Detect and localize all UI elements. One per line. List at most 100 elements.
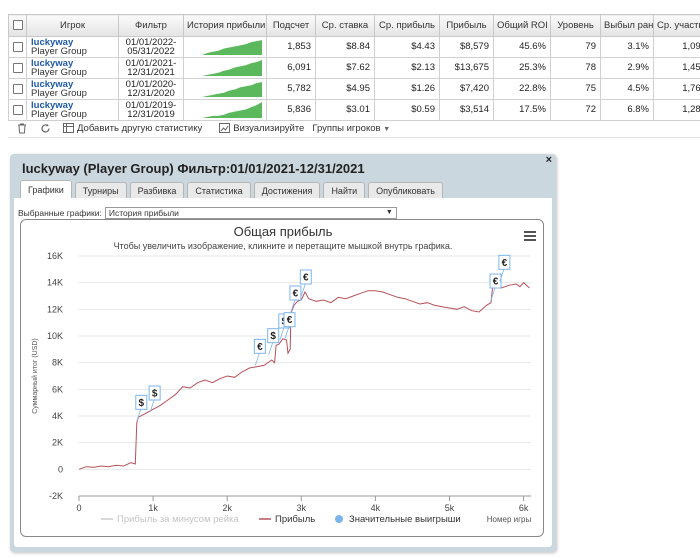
add-stats-button[interactable]: Добавить другую статистику: [77, 123, 203, 134]
big-win-marker[interactable]: €: [283, 312, 296, 339]
avg-profit-cell: $2.13: [374, 57, 440, 79]
player-name-link[interactable]: luckyway: [31, 78, 74, 90]
level-cell: 78: [550, 57, 601, 79]
player-group: Player Group: [31, 109, 87, 120]
trash-icon[interactable]: [16, 123, 28, 135]
player-cell: luckyway Player Group: [26, 36, 119, 58]
window-body: Выбранные графики: История прибыли ▼ Общ…: [14, 198, 552, 547]
svg-text:$: $: [270, 331, 276, 342]
row-checkbox[interactable]: [8, 78, 27, 100]
level-cell: 72: [550, 99, 601, 121]
table-row[interactable]: luckyway Player Group 01/01/2021- 12/31/202…: [8, 57, 700, 79]
chart-select[interactable]: История прибыли ▼: [104, 207, 397, 219]
row-checkbox[interactable]: [8, 57, 27, 79]
legend-item-profit[interactable]: Прибыль: [259, 514, 315, 525]
svg-text:€: €: [303, 273, 309, 284]
filter-cell: 01/01/2020- 12/31/2020: [118, 78, 184, 100]
sparkline-cell: [183, 78, 267, 100]
sparkline-cell: [183, 57, 267, 79]
player-name-link[interactable]: luckyway: [31, 57, 74, 69]
visualize-icon[interactable]: [218, 122, 230, 135]
column-header-profit-history[interactable]: История прибыли: [183, 14, 267, 37]
big-win-marker[interactable]: €: [299, 269, 312, 297]
player-groups-label: Группы игроков: [312, 123, 381, 134]
menu-icon[interactable]: [524, 231, 536, 241]
player-group: Player Group: [31, 46, 87, 57]
column-header-roi[interactable]: Общий ROI: [493, 14, 551, 37]
svg-text:€: €: [493, 277, 499, 288]
column-header-filter[interactable]: Фильтр: [118, 14, 184, 37]
checkbox-icon[interactable]: [12, 83, 23, 94]
profit-series-line[interactable]: [78, 281, 530, 470]
column-header-avg-profit[interactable]: Ср. прибыль: [374, 14, 440, 37]
row-checkbox[interactable]: [8, 99, 27, 121]
table-row[interactable]: luckyway Player Group 01/01/2020- 12/31/202…: [8, 78, 700, 100]
x-tick-label: 1k: [148, 503, 158, 513]
y-tick-label: 16K: [47, 251, 63, 261]
profit-chart[interactable]: Общая прибыль Чтобы увеличить изображение…: [21, 220, 545, 538]
svg-text:€: €: [257, 342, 263, 353]
player-groups-dropdown[interactable]: Группы игроков ▼: [312, 123, 390, 134]
checkbox-icon[interactable]: [12, 104, 23, 115]
column-header-level[interactable]: Уровень: [550, 14, 601, 37]
big-win-marker[interactable]: €: [253, 338, 266, 366]
tab-1[interactable]: Турниры: [74, 182, 127, 199]
player-cell: luckyway Player Group: [26, 57, 119, 79]
row-checkbox[interactable]: [8, 36, 27, 58]
tab-0[interactable]: Графики: [20, 180, 72, 199]
column-header-player[interactable]: Игрок: [26, 14, 119, 37]
chart-subtitle: Чтобы увеличить изображение, кликните и …: [114, 241, 453, 251]
big-win-marker[interactable]: €: [489, 273, 502, 301]
tab-6[interactable]: Опубликовать: [368, 182, 443, 199]
roi-cell: 17.5%: [493, 99, 551, 121]
column-header-early-exit[interactable]: Выбыл ран: [600, 14, 654, 37]
tab-4[interactable]: Достижения: [253, 182, 321, 199]
svg-text:Прибыль за минусом рейка: Прибыль за минусом рейка: [117, 514, 239, 525]
tab-3[interactable]: Статистика: [187, 182, 251, 199]
filter-cell: 01/01/2021- 12/31/2021: [118, 57, 184, 79]
player-cell: luckyway Player Group: [26, 78, 119, 100]
table-row[interactable]: luckyway Player Group 01/01/2022- 05/31/202…: [8, 36, 700, 58]
big-win-marker[interactable]: $: [148, 385, 161, 413]
profit-cell: $3,514: [439, 99, 494, 121]
checkbox-icon[interactable]: [12, 62, 23, 73]
y-tick-label: 8K: [52, 358, 63, 368]
close-icon[interactable]: ×: [545, 154, 552, 166]
column-header-profit[interactable]: Прибыль: [439, 14, 494, 37]
x-tick-label: 4k: [371, 503, 381, 513]
column-header-avg-entrants[interactable]: Ср. участни: [653, 14, 700, 37]
roi-cell: 25.3%: [493, 57, 551, 79]
select-all-checkbox[interactable]: [8, 14, 27, 37]
legend-item-rake[interactable]: Прибыль за минусом рейка: [101, 514, 239, 525]
checkbox-icon[interactable]: [12, 20, 23, 31]
checkbox-icon[interactable]: [12, 41, 23, 52]
early-exit-cell: 2.9%: [600, 57, 654, 79]
chart-container[interactable]: Общая прибыль Чтобы увеличить изображение…: [20, 219, 544, 537]
sparkline-cell: [183, 36, 267, 58]
visualize-button[interactable]: Визуализируйте: [233, 123, 305, 134]
sparkline-area: [202, 40, 262, 55]
player-name-link[interactable]: luckyway: [31, 99, 74, 111]
detail-window: luckyway (Player Group) Фильтр:01/01/202…: [10, 154, 556, 552]
big-win-marker[interactable]: €: [289, 285, 302, 313]
big-win-marker[interactable]: €: [498, 254, 511, 282]
sparkline-cell: [183, 99, 267, 121]
x-tick-label: 3k: [297, 503, 307, 513]
table-row[interactable]: luckyway Player Group 01/01/2019- 12/31/201…: [8, 99, 700, 121]
player-name-link[interactable]: luckyway: [31, 36, 74, 48]
big-win-marker[interactable]: $: [267, 328, 280, 355]
add-stats-icon[interactable]: [62, 122, 74, 135]
avg-stake-cell: $7.62: [315, 57, 375, 79]
column-header-avg-stake[interactable]: Ср. ставка: [315, 14, 375, 37]
y-tick-label: -2K: [49, 491, 63, 501]
tab-5[interactable]: Найти: [323, 182, 366, 199]
chart-selector-label: Выбранные графики:: [18, 208, 102, 218]
avg-entrants-cell: 1,458: [653, 57, 700, 79]
legend-item-big-wins[interactable]: Значительные выигрыши: [335, 514, 461, 525]
column-header-count[interactable]: Подсчет: [266, 14, 316, 37]
tab-2[interactable]: Разбивка: [129, 182, 185, 199]
y-tick-label: 4K: [52, 411, 63, 421]
refresh-icon[interactable]: [39, 123, 51, 135]
big-win-marker[interactable]: $: [135, 394, 148, 422]
avg-profit-cell: $4.43: [374, 36, 440, 58]
